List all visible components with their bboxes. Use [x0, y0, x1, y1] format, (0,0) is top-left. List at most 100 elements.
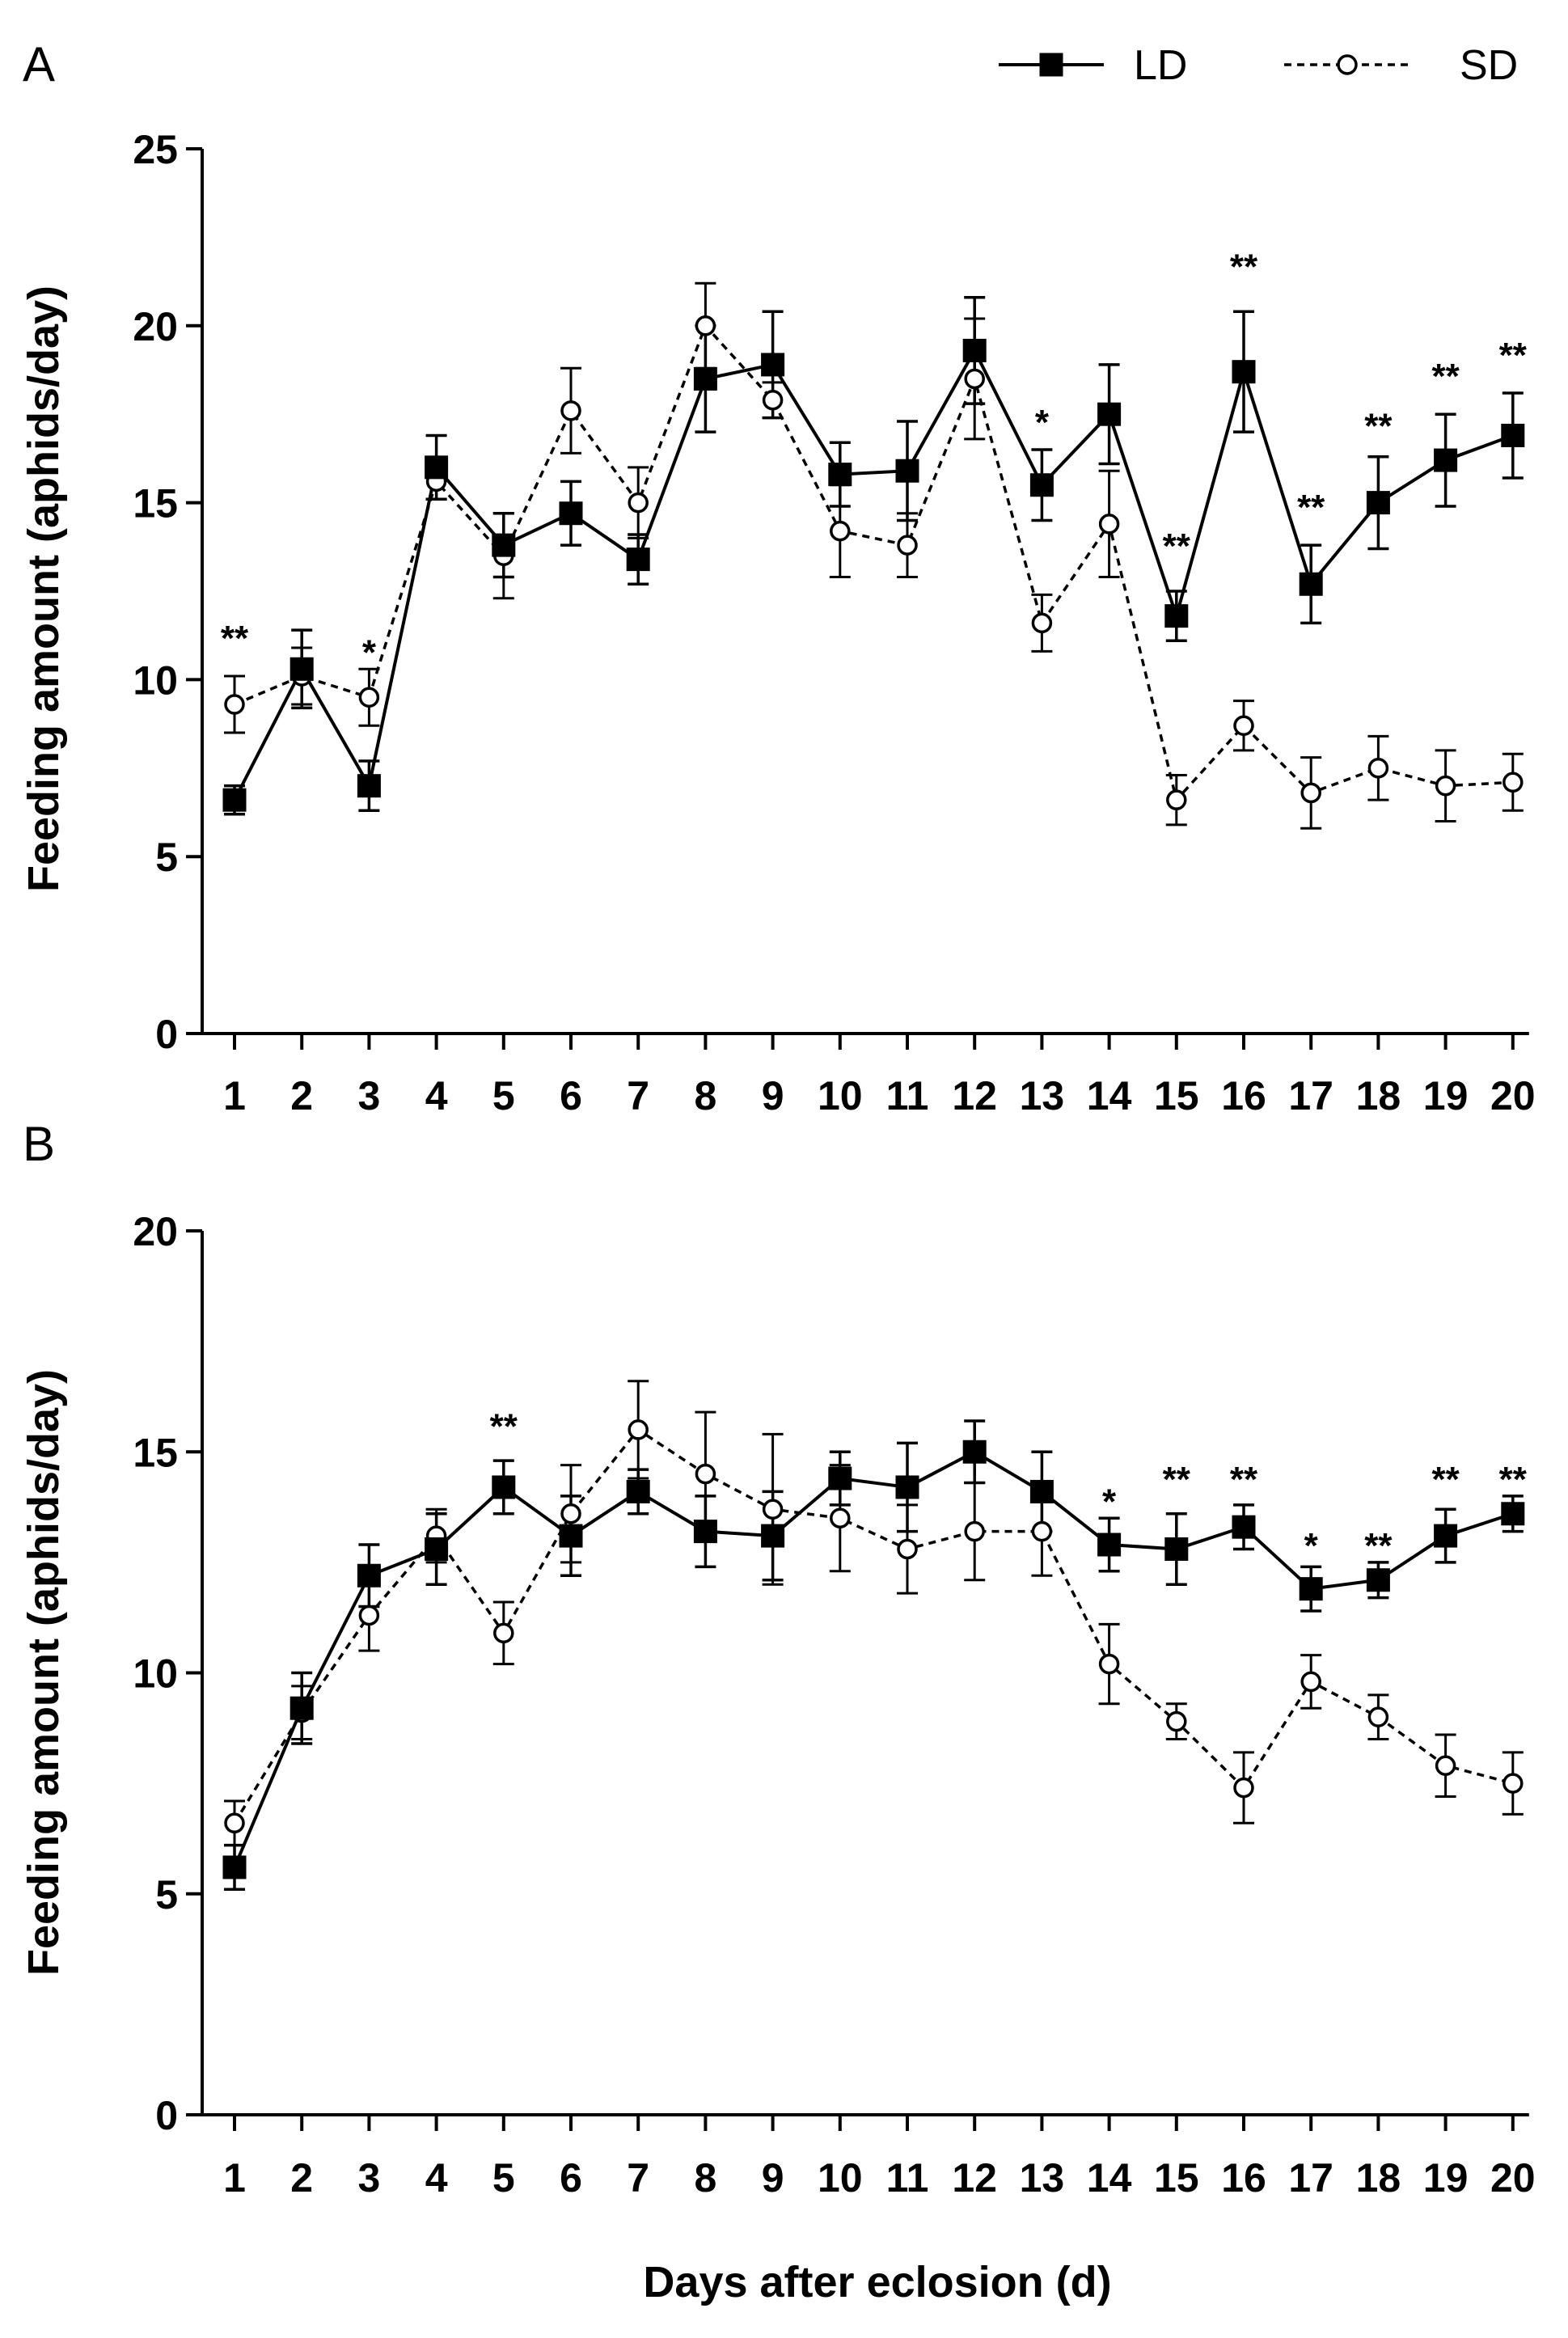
x-tick-label: 18: [1356, 2155, 1401, 2201]
significance-label: *: [1035, 403, 1050, 442]
sd-data-point: [1031, 612, 1053, 634]
sd-data-point: [560, 400, 581, 421]
x-tick-label: 1: [223, 2155, 246, 2201]
sd-data-point: [1098, 514, 1120, 535]
significance-label: **: [1163, 526, 1191, 566]
sd-data-point: [358, 687, 380, 708]
sd-data-point: [1502, 1773, 1524, 1794]
sd-data-point: [1300, 782, 1321, 804]
sd-data-point: [224, 694, 245, 715]
sd-data-point: [964, 1520, 985, 1542]
significance-label: **: [1499, 1460, 1528, 1499]
ld-data-point: [1097, 1533, 1122, 1557]
ld-data-point: [559, 501, 583, 526]
y-tick-label: 0: [155, 1012, 178, 1057]
x-tick-label: 17: [1288, 1073, 1333, 1118]
sd-data-point: [1435, 775, 1456, 797]
x-tick-label: 4: [425, 1073, 448, 1118]
ld-data-point: [357, 1563, 381, 1588]
ld-data-point: [761, 1524, 785, 1548]
ld-data-point: [626, 1479, 650, 1503]
x-tick-label: 15: [1154, 2155, 1199, 2201]
legend-ld-marker: [1039, 53, 1063, 77]
ld-data-point: [1097, 402, 1122, 426]
y-axis-label: Feeding amount (aphids/day): [19, 1369, 68, 1976]
significance-label: **: [1364, 1526, 1393, 1566]
x-tick-label: 10: [818, 2155, 863, 2201]
sd-data-point: [1233, 1777, 1254, 1799]
y-tick-label: 10: [133, 657, 178, 703]
x-tick-label: 20: [1490, 2155, 1536, 2201]
x-tick-label: 16: [1221, 2155, 1266, 2201]
sd-data-point: [762, 1499, 784, 1520]
sd-data-point: [358, 1604, 380, 1626]
sd-data-point: [897, 1538, 918, 1560]
significance-label: **: [1163, 1460, 1191, 1499]
sd-data-point: [493, 1622, 514, 1644]
y-tick-label: 10: [133, 1651, 178, 1697]
sd-data-point: [560, 1503, 581, 1524]
sd-data-point: [224, 1812, 245, 1834]
sd-data-point: [1166, 789, 1187, 810]
x-tick-label: 6: [560, 2155, 582, 2201]
sd-data-point: [1367, 1706, 1389, 1727]
x-tick-label: 12: [952, 2155, 997, 2201]
x-tick-label: 2: [290, 1073, 313, 1118]
sd-data-point: [628, 1419, 649, 1440]
x-axis-label: Days after eclosion (d): [643, 2258, 1111, 2306]
x-tick-label: 14: [1087, 1073, 1132, 1118]
x-tick-label: 11: [886, 2155, 929, 2201]
legend-sd-marker: [1337, 54, 1358, 75]
ld-data-point: [626, 548, 650, 572]
y-tick-label: 5: [155, 835, 178, 880]
x-tick-label: 17: [1288, 2155, 1333, 2201]
x-tick-label: 6: [560, 1073, 582, 1118]
ld-data-point: [1366, 1568, 1390, 1592]
x-tick-label: 16: [1221, 1073, 1266, 1118]
x-tick-label: 19: [1423, 2155, 1469, 2201]
ld-data-point: [1232, 360, 1256, 384]
ld-data-point: [425, 1537, 449, 1561]
ld-data-point: [1232, 1515, 1256, 1539]
ld-data-point: [1501, 1502, 1525, 1526]
ld-data-point: [1501, 423, 1525, 447]
ld-data-point: [1029, 1479, 1054, 1503]
ld-data-point: [1029, 473, 1054, 497]
ld-data-point: [828, 1466, 852, 1490]
ld-data-point: [962, 1440, 987, 1464]
y-tick-label: 0: [155, 2093, 178, 2138]
ld-data-point: [828, 463, 852, 487]
x-tick-label: 10: [818, 1073, 863, 1118]
sd-data-point: [964, 368, 985, 390]
ld-data-point: [693, 366, 717, 391]
ld-data-point: [895, 1475, 919, 1499]
sd-series-line: [233, 1427, 1514, 1824]
legend-ld-label: LD: [1134, 42, 1187, 89]
significance-label: **: [221, 619, 249, 658]
significance-label: **: [1431, 1460, 1460, 1499]
ld-data-point: [425, 455, 449, 480]
x-tick-label: 8: [694, 2155, 716, 2201]
significance-label: *: [1304, 1526, 1319, 1566]
legend-sd-label: SD: [1460, 42, 1518, 89]
ld-data-point: [492, 533, 516, 557]
x-tick-label: 20: [1490, 1073, 1536, 1118]
legend: LD SD: [999, 42, 1518, 89]
significance-label: **: [490, 1406, 518, 1446]
ld-data-point: [559, 1524, 583, 1548]
ld-data-point: [895, 459, 919, 483]
x-tick-label: 7: [627, 2155, 649, 2201]
sd-data-point: [628, 492, 649, 514]
panel-b-letter: B: [23, 1117, 55, 1171]
sd-data-point: [1166, 1710, 1187, 1732]
x-tick-label: 9: [762, 2155, 784, 2201]
significance-label: **: [1364, 406, 1393, 446]
x-tick-label: 13: [1020, 2155, 1065, 2201]
ld-data-point: [761, 353, 785, 377]
ld-data-point: [222, 788, 247, 812]
significance-label: **: [1431, 357, 1460, 396]
x-tick-label: 11: [886, 1073, 929, 1118]
sd-data-point: [695, 315, 716, 336]
